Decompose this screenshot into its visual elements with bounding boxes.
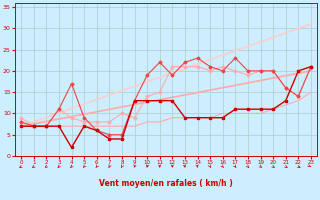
X-axis label: Vent moyen/en rafales ( km/h ): Vent moyen/en rafales ( km/h ) <box>99 179 233 188</box>
